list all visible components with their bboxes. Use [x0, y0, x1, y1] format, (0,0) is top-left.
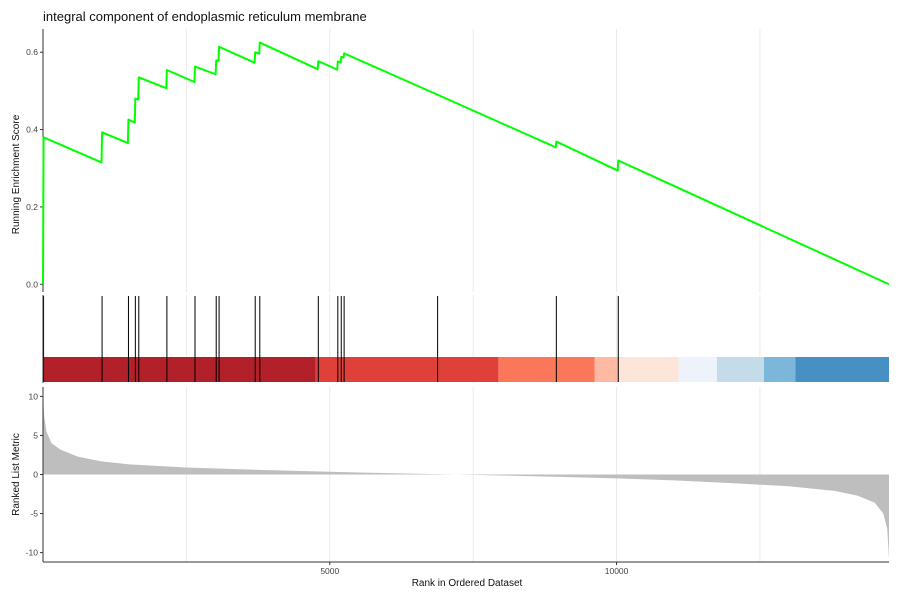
rank-color-band-2 — [498, 357, 595, 382]
x-axis-label: Rank in Ordered Dataset — [412, 578, 523, 589]
metric-y-tick-label-3: -5 — [30, 509, 38, 519]
rank-color-band-7 — [763, 357, 796, 382]
rank-color-band-8 — [795, 357, 889, 382]
rank-color-band-6 — [716, 357, 764, 382]
rank-color-band-5 — [678, 357, 717, 382]
metric-y-tick-label-4: -10 — [26, 548, 39, 558]
metric-y-tick-label-1: 5 — [33, 430, 38, 440]
metric-y-tick-label-2: 0 — [33, 470, 38, 480]
es-y-tick-label-1: 0.2 — [26, 202, 38, 212]
chart-title: integral component of endoplasmic reticu… — [43, 9, 367, 24]
es-y-tick-label-3: 0.6 — [26, 47, 38, 57]
x-tick-label-0: 5000 — [320, 566, 339, 576]
rank-color-band-4 — [618, 357, 679, 382]
rank-color-band-0 — [43, 357, 316, 382]
rank-color-band-1 — [315, 357, 499, 382]
ranked-metric-area — [43, 392, 889, 559]
running-score-line — [42, 41, 890, 286]
metric-y-tick-label-0: 10 — [29, 391, 39, 401]
metric-y-axis-label: Ranked List Metric — [11, 433, 22, 516]
x-tick-label-1: 10000 — [605, 566, 629, 576]
rank-color-band-3 — [594, 357, 619, 382]
es-y-axis-label: Running Enrichment Score — [11, 114, 22, 234]
es-y-tick-label-0: 0.0 — [26, 279, 38, 289]
es-y-tick-label-2: 0.4 — [26, 125, 38, 135]
